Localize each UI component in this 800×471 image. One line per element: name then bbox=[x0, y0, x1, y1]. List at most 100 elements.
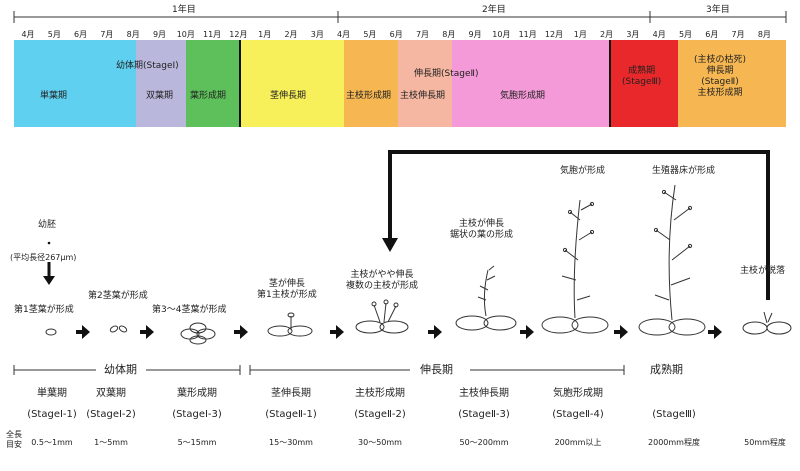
month-label: 10月 bbox=[176, 30, 195, 39]
month-label: 8月 bbox=[126, 30, 140, 39]
stage-caption: 生殖器床が形成 bbox=[652, 166, 716, 176]
plant-stage-6 bbox=[455, 265, 517, 331]
month-label: 12月 bbox=[544, 30, 564, 39]
band-branch-formation bbox=[344, 40, 398, 127]
phase-juvenile: 幼体期 bbox=[104, 363, 137, 376]
month-label: 5月 bbox=[47, 30, 61, 39]
month-label: 7月 bbox=[415, 30, 430, 39]
plant-stage-5 bbox=[355, 299, 409, 334]
month-label: 7月 bbox=[731, 30, 745, 39]
band-label: 葉形成期 bbox=[190, 91, 227, 101]
band-overlay-elongation: 伸長期(StageⅡ) bbox=[414, 69, 479, 79]
month-label: 5月 bbox=[363, 30, 377, 39]
phase-elongation: 伸長期 bbox=[420, 363, 453, 376]
loop-line bbox=[388, 150, 770, 300]
month-label: 3月 bbox=[310, 30, 324, 39]
table-name: 双葉期 bbox=[96, 388, 126, 399]
month-label: 9月 bbox=[468, 30, 482, 39]
month-label: 7月 bbox=[100, 30, 114, 39]
month-label: 6月 bbox=[74, 30, 88, 39]
stage-caption: 茎が伸長 第1主枝が形成 bbox=[257, 279, 317, 300]
band-label: 成熟期 (StageⅢ) bbox=[622, 66, 662, 87]
band-label: 単葉期 bbox=[40, 91, 68, 101]
table-name: 主枝形成期 bbox=[355, 388, 405, 399]
divider bbox=[239, 40, 241, 127]
phase-brackets bbox=[13, 365, 625, 375]
month-label: 4月 bbox=[21, 30, 35, 39]
embryo-label: 幼胚 bbox=[38, 220, 57, 230]
table-stage: (StageⅡ-4) bbox=[552, 409, 604, 420]
month-label: 12月 bbox=[229, 30, 248, 39]
stage-caption: 主枝がやや伸長 複数の主枝が形成 bbox=[346, 270, 419, 291]
stage-caption: 主枝が伸長 鋸状の葉の形成 bbox=[450, 219, 514, 240]
band-vesicle-formation bbox=[452, 40, 610, 127]
band-label: 双葉期 bbox=[146, 91, 174, 101]
loop-arrowhead bbox=[382, 238, 398, 252]
band-stem-elongation bbox=[240, 40, 344, 127]
table-name: 葉形成期 bbox=[177, 388, 217, 399]
month-label: 2月 bbox=[600, 30, 614, 39]
stage-caption: 第2茎葉が形成 bbox=[88, 291, 148, 301]
month-label: 4月 bbox=[652, 30, 666, 39]
embryo-dot bbox=[47, 241, 51, 245]
band-mature bbox=[610, 40, 678, 127]
table-size: 5〜15mm bbox=[177, 438, 217, 447]
band-branch-regrowth bbox=[678, 40, 786, 127]
table-stage: (StageⅡ-1) bbox=[265, 409, 317, 420]
plant-stage-3 bbox=[180, 322, 216, 345]
stage-caption: 気胞が形成 bbox=[560, 166, 606, 176]
stage-caption: 第1茎葉が形成 bbox=[14, 305, 74, 315]
plant-stage-2 bbox=[109, 325, 128, 333]
stage-caption: 主枝が脱落 bbox=[740, 266, 786, 276]
band-label: 茎伸長期 bbox=[270, 91, 307, 101]
band-label: 気胞形成期 bbox=[500, 91, 546, 101]
table-stage: (StageⅠ-1) bbox=[27, 409, 77, 420]
embryo-size: (平均長径267μm) bbox=[10, 253, 77, 262]
table-name: 単葉期 bbox=[37, 388, 67, 399]
year-label-1: 1年目 bbox=[172, 5, 196, 15]
band-label: 主枝伸長期 bbox=[400, 91, 446, 101]
plant-stage-4 bbox=[267, 312, 313, 337]
table-stage: (StageⅢ) bbox=[652, 409, 696, 420]
table-size: 15〜30mm bbox=[269, 438, 313, 447]
plant-stage-1 bbox=[45, 328, 57, 336]
month-label: 3月 bbox=[626, 30, 640, 39]
month-label: 6月 bbox=[705, 30, 719, 39]
month-label: 1月 bbox=[573, 30, 587, 39]
table-size: 30〜50mm bbox=[358, 438, 402, 447]
plant-stage-7 bbox=[541, 199, 609, 334]
month-label: 9月 bbox=[152, 30, 167, 39]
table-size: 2000mm程度 bbox=[648, 438, 700, 447]
stage-caption: 第3〜4茎葉が形成 bbox=[152, 305, 227, 315]
month-label: 8月 bbox=[757, 30, 771, 39]
band-label: 主枝形成期 bbox=[346, 91, 392, 101]
table-stage: (StageⅡ-2) bbox=[354, 409, 406, 420]
year-label-2: 2年目 bbox=[482, 5, 506, 15]
table-size: 1〜5mm bbox=[94, 438, 128, 447]
table-name: 茎伸長期 bbox=[271, 388, 311, 399]
month-label: 5月 bbox=[678, 30, 693, 39]
table-stage: (StageⅡ-3) bbox=[458, 409, 510, 420]
phase-mature: 成熟期 bbox=[650, 363, 683, 376]
table-size: 0.5〜1mm bbox=[31, 438, 73, 447]
table-size: 200mm以上 bbox=[554, 438, 602, 447]
table-name: 主枝伸長期 bbox=[459, 388, 509, 399]
table-stage: (StageⅠ-3) bbox=[172, 409, 222, 420]
year-label-3: 3年目 bbox=[706, 5, 730, 15]
month-label: 4月 bbox=[337, 30, 351, 39]
plant-stage-8 bbox=[638, 184, 706, 336]
table-size: 50mm程度 bbox=[744, 438, 786, 447]
month-label: 8月 bbox=[442, 30, 456, 39]
year-brackets bbox=[13, 11, 787, 23]
month-label: 6月 bbox=[389, 30, 403, 39]
table-stage: (StageⅠ-2) bbox=[86, 409, 136, 420]
table-size: 50〜200mm bbox=[459, 438, 509, 447]
band-single-leaf bbox=[14, 40, 136, 127]
stage-arrows bbox=[76, 325, 722, 339]
band-branch-elongation bbox=[398, 40, 452, 127]
table-name: 気胞形成期 bbox=[553, 388, 603, 399]
band-overlay-juvenile: 幼体期(StageⅠ) bbox=[116, 61, 179, 71]
month-label: 11月 bbox=[518, 30, 537, 39]
band-double-leaf bbox=[136, 40, 186, 127]
